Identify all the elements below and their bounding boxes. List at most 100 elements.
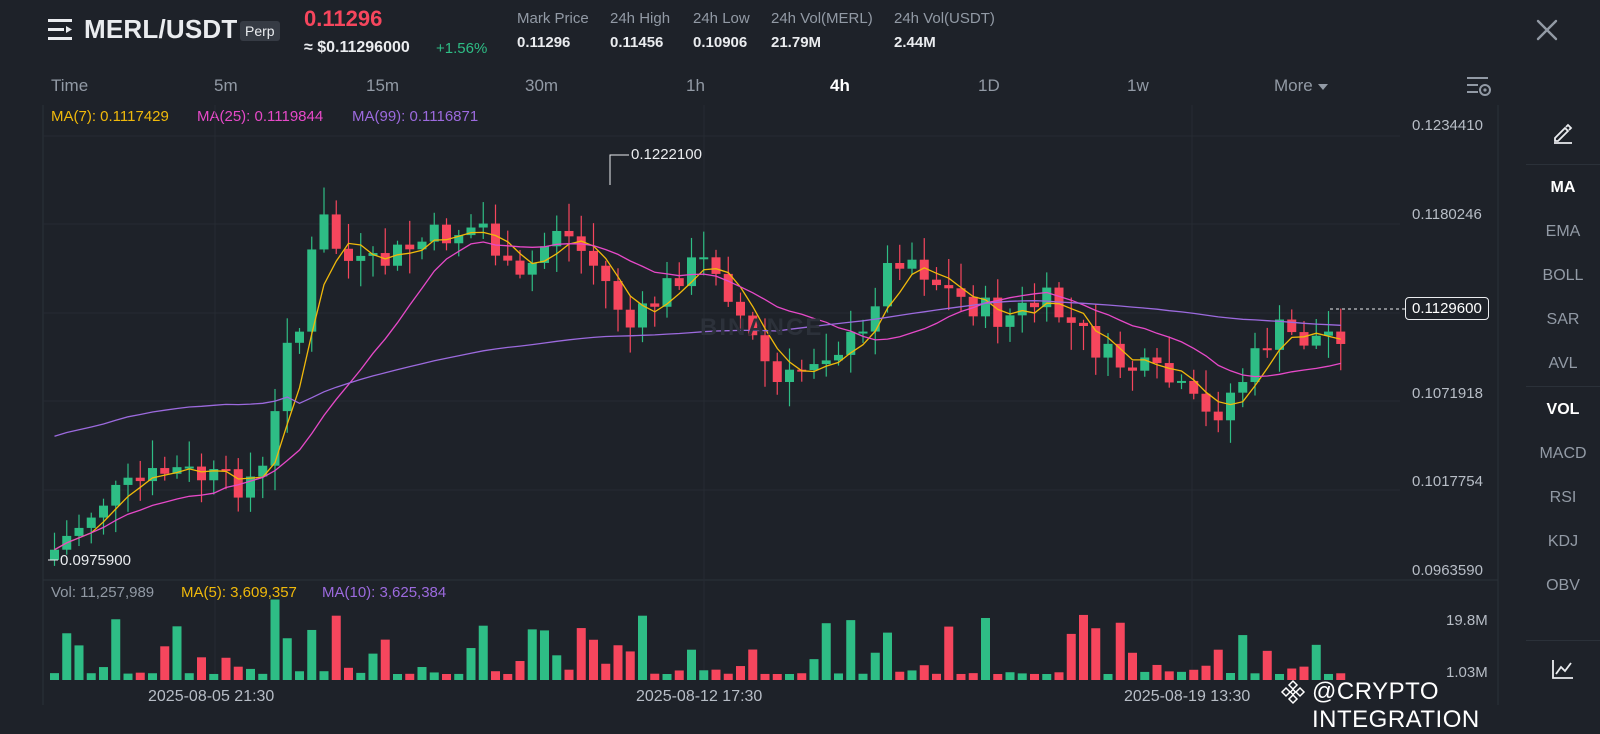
candle-body <box>589 250 598 266</box>
tab-1h[interactable]: 1h <box>686 76 705 95</box>
high-price-marker: 0.1222100 <box>631 146 702 163</box>
ma7-line <box>54 231 1341 551</box>
volume-bar <box>821 623 831 680</box>
volume-bar <box>123 673 133 680</box>
candle-body <box>699 257 709 260</box>
volume-bar <box>172 626 182 680</box>
volume-bar <box>907 670 917 680</box>
candle-body <box>356 255 366 261</box>
line-chart-icon[interactable] <box>1551 658 1575 680</box>
candle-body <box>674 278 684 287</box>
volume-bar <box>1201 665 1211 680</box>
tab-more[interactable]: More <box>1274 76 1328 96</box>
indicator-boll[interactable]: BOLL <box>1542 267 1584 284</box>
candle-body <box>295 331 304 343</box>
volume-bar <box>1115 622 1125 680</box>
volume-bar <box>74 645 84 680</box>
trading-pair-title[interactable]: MERL/USDT <box>84 14 238 44</box>
volume-bar <box>1079 614 1088 680</box>
menu-icon[interactable] <box>48 18 74 42</box>
indicator-obv[interactable]: OBV <box>1546 577 1580 594</box>
volume-axis-label: 1.03M <box>1446 664 1488 681</box>
chart-settings-icon[interactable] <box>1466 74 1492 98</box>
candle-body <box>662 278 672 307</box>
indicator-rsi[interactable]: RSI <box>1549 489 1577 506</box>
date-axis-label: 2025-08-19 13:30 <box>1124 688 1251 705</box>
indicator-ema[interactable]: EMA <box>1545 223 1581 240</box>
candle-body <box>1066 317 1076 323</box>
volume-bar <box>540 630 549 680</box>
watermark: @CRYPTO INTEGRATION <box>1312 678 1480 733</box>
indicator-kdj[interactable]: KDJ <box>1547 533 1579 550</box>
close-icon[interactable] <box>1535 18 1559 42</box>
volume-bar <box>625 651 635 680</box>
tab-15m[interactable]: 15m <box>366 76 400 95</box>
candle-body <box>993 297 1003 327</box>
volume-bar <box>1238 635 1248 680</box>
tab-1d[interactable]: 1D <box>978 76 1000 95</box>
candle-body <box>429 224 439 242</box>
tab-30m[interactable]: 30m <box>525 76 559 95</box>
volume-bar <box>319 671 329 680</box>
volume-bar <box>956 673 966 680</box>
volume-bar <box>478 625 488 680</box>
candle-body <box>1091 326 1101 358</box>
tab-1w[interactable]: 1w <box>1127 76 1149 95</box>
indicator-ma[interactable]: MA <box>1550 179 1576 196</box>
volume-bar <box>601 663 611 680</box>
candle-body <box>540 246 549 263</box>
volume-bar <box>86 673 96 680</box>
indicator-sar[interactable]: SAR <box>1546 311 1580 328</box>
date-axis-label: 2025-08-12 17:30 <box>636 688 763 705</box>
low-24h-value: 0.10906 <box>693 34 748 51</box>
vol-merl-value: 21.79M <box>771 34 822 51</box>
candle-body <box>932 279 941 286</box>
candle-body <box>625 309 635 328</box>
volume-bar <box>993 673 1003 680</box>
volume-bar <box>503 673 513 680</box>
candle-body <box>919 259 929 280</box>
indicator-macd[interactable]: MACD <box>1539 445 1587 462</box>
candle-body <box>650 303 660 307</box>
candle-body <box>1030 302 1039 308</box>
volume-bar <box>99 667 108 680</box>
candle-body <box>1115 343 1125 368</box>
indicator-avl[interactable]: AVL <box>1548 355 1578 372</box>
tab-time[interactable]: Time <box>51 76 89 95</box>
high-marker-leader <box>609 154 629 185</box>
tab-4h[interactable]: 4h <box>830 76 850 95</box>
volume-bar <box>1054 672 1064 680</box>
indicator-vol[interactable]: VOL <box>1546 401 1580 418</box>
contract-type-badge: Perp <box>240 21 280 41</box>
volume-bar <box>1177 671 1186 680</box>
candle-body <box>687 257 696 287</box>
volume-bar <box>858 673 868 680</box>
volume-bar <box>184 673 194 680</box>
volume-bar <box>638 615 647 680</box>
volume-bar <box>944 626 954 680</box>
volume-bar <box>62 633 72 680</box>
tab-5m[interactable]: 5m <box>214 76 238 95</box>
volume-bar <box>711 669 721 680</box>
candle-body <box>711 257 721 274</box>
candle-body <box>527 262 537 275</box>
draw-pen-icon[interactable] <box>1551 121 1575 145</box>
candle-body <box>1299 332 1309 346</box>
volume-bar <box>1128 652 1137 680</box>
candle-body <box>1103 343 1113 358</box>
ma99-legend: MA(99): 0.1116871 <box>352 108 479 125</box>
candle-body <box>135 477 145 482</box>
candle-body <box>564 230 574 237</box>
volume-bar <box>1152 664 1162 680</box>
candle-body <box>344 248 353 261</box>
candle-body <box>846 331 856 355</box>
candle-body <box>86 517 96 528</box>
volume-bar <box>246 668 255 680</box>
candle-body <box>944 285 954 289</box>
candle-body <box>478 223 488 228</box>
candle-body <box>331 214 341 249</box>
chart-watermark: BINANCE <box>700 314 824 341</box>
volume-bar <box>405 673 415 680</box>
candle-body <box>148 468 157 482</box>
